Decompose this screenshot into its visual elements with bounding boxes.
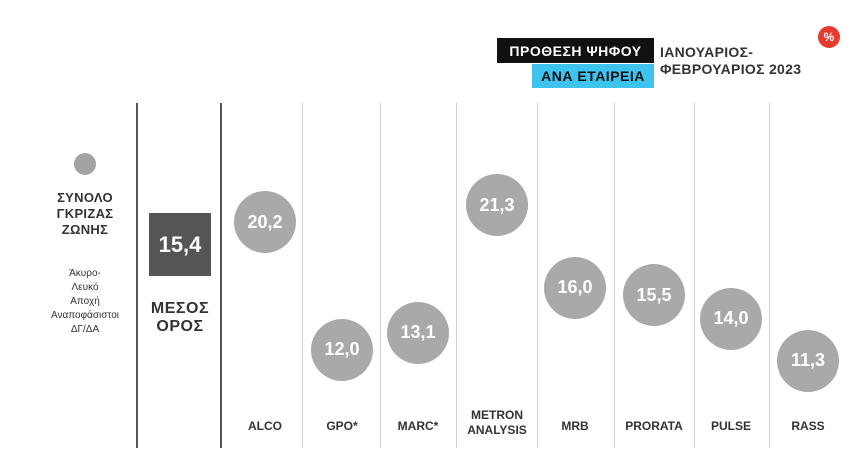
data-label: 13,1	[400, 322, 436, 343]
legend-title: ΣΥΝΟΛΟ ΓΚΡΙΖΑΣ ΖΩΝΗΣ	[30, 190, 140, 238]
data-label: 12,0	[324, 339, 360, 360]
data-label: 20,2	[247, 211, 283, 232]
category-label-line: PULSE	[710, 419, 751, 433]
percent-badge-label: %	[823, 30, 835, 44]
column-divider	[694, 103, 695, 448]
header-title: ΠΡΟΘΕΣΗ ΨΗΦΟΥ	[509, 42, 642, 59]
category-label-line: METRON	[471, 408, 523, 422]
category-label-line: PRORATA	[625, 419, 683, 433]
column-divider	[614, 103, 615, 448]
legend-note-line5: ΔΓ/ΔΑ	[70, 324, 100, 335]
category-label: GPO*	[302, 419, 382, 434]
column-divider	[380, 103, 381, 448]
category-label-line: MARC*	[397, 419, 439, 433]
category-label: MARC*	[378, 419, 458, 434]
category-label: MRB	[535, 419, 615, 434]
category-label: ALCO	[225, 419, 305, 434]
data-bubble: 16,0	[544, 256, 606, 319]
average-value-box: 15,4	[149, 213, 211, 276]
category-label-line: ANALYSIS	[467, 423, 527, 437]
column-divider	[769, 103, 770, 448]
legend-note-line4: Αναποφάσιστοι	[50, 310, 119, 321]
category-label-line: RASS	[791, 419, 825, 433]
average-label-line1: ΜΕΣΟΣ	[150, 300, 210, 317]
legend-title-line1: ΣΥΝΟΛΟ	[57, 190, 113, 205]
divider-line	[136, 103, 138, 448]
legend-title-line3: ΖΩΝΗΣ	[61, 222, 109, 237]
category-label-line: GPO*	[326, 419, 358, 433]
category-label-line: ALCO	[248, 419, 282, 433]
data-bubble: 20,2	[234, 191, 296, 254]
divider-line	[220, 103, 222, 448]
data-bubble: 13,1	[387, 301, 449, 364]
column-divider	[456, 103, 457, 448]
average-label: ΜΕΣΟΣ ΟΡΟΣ	[140, 300, 220, 336]
data-label: 11,3	[790, 350, 826, 371]
average-value: 15,4	[158, 231, 202, 257]
data-label: 14,0	[713, 308, 749, 329]
category-label: PRORATA	[614, 419, 694, 434]
header-date-line2: ΦΕΒΡΟΥΑΡΙΟΣ 2023	[660, 61, 802, 77]
header-title-box: ΠΡΟΘΕΣΗ ΨΗΦΟΥ	[497, 38, 654, 63]
data-label: 15,5	[636, 284, 672, 305]
category-label: METRON ANALYSIS	[457, 408, 537, 438]
data-bubble: 14,0	[700, 287, 762, 350]
data-bubble: 11,3	[777, 329, 839, 392]
data-bubble: 12,0	[311, 318, 373, 381]
legend-note: Άκυρο- Λευκό Αποχή Αναποφάσιστοι ΔΓ/ΔΑ	[20, 267, 150, 337]
legend-title-line2: ΓΚΡΙΖΑΣ	[56, 206, 114, 221]
percent-badge: %	[818, 26, 840, 48]
column-divider	[302, 103, 303, 448]
category-label-line: MRB	[561, 419, 589, 433]
header-date-line1: ΙΑΝΟΥΑΡΙΟΣ-	[660, 44, 754, 60]
header-subtitle: ΑΝΑ ΕΤΑΙΡΕΙΑ	[541, 68, 645, 84]
column-divider	[537, 103, 538, 448]
header-date: ΙΑΝΟΥΑΡΙΟΣ- ΦΕΒΡΟΥΑΡΙΟΣ 2023	[660, 44, 801, 78]
category-label: PULSE	[691, 419, 771, 434]
data-bubble: 21,3	[466, 174, 528, 236]
header-subtitle-box: ΑΝΑ ΕΤΑΙΡΕΙΑ	[532, 64, 654, 88]
category-label: RASS	[768, 419, 848, 434]
legend-note-line3: Αποχή	[70, 296, 100, 307]
data-label: 16,0	[557, 277, 593, 297]
average-label-line2: ΟΡΟΣ	[156, 318, 204, 335]
legend-note-line1: Άκυρο-	[69, 268, 101, 279]
data-label: 21,3	[479, 194, 515, 215]
legend-dot-icon	[74, 153, 96, 175]
legend-note-line2: Λευκό	[71, 282, 99, 293]
data-bubble: 15,5	[623, 264, 685, 327]
